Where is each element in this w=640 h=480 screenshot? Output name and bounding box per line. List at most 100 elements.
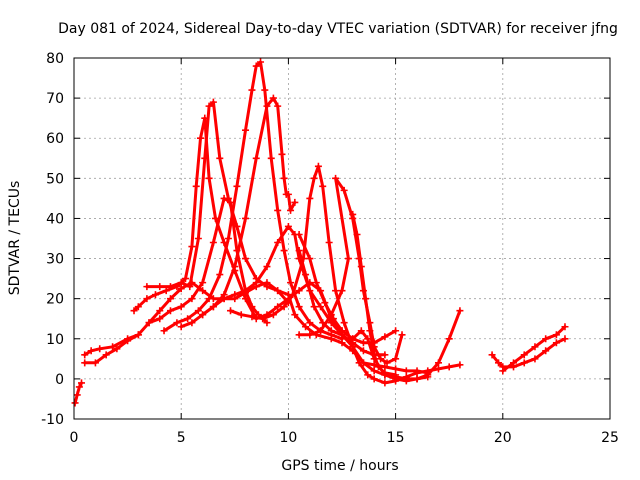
data-point bbox=[332, 174, 340, 182]
data-point bbox=[181, 275, 189, 283]
data-point bbox=[424, 371, 432, 379]
data-point bbox=[166, 295, 174, 303]
trace-line bbox=[351, 212, 398, 377]
data-point bbox=[287, 206, 295, 214]
data-point bbox=[81, 359, 89, 367]
data-point bbox=[327, 319, 335, 327]
data-point bbox=[274, 303, 282, 311]
data-point bbox=[124, 335, 132, 343]
data-point bbox=[188, 295, 196, 303]
data-point bbox=[284, 190, 292, 198]
data-point bbox=[224, 235, 232, 242]
data-point bbox=[263, 319, 271, 327]
data-point bbox=[456, 307, 464, 315]
data-point bbox=[338, 327, 346, 335]
data-point bbox=[145, 319, 153, 327]
data-point bbox=[329, 315, 337, 323]
data-point bbox=[413, 375, 421, 383]
data-point bbox=[359, 347, 367, 355]
x-tick-label: 10 bbox=[279, 430, 297, 446]
data-point bbox=[381, 379, 389, 387]
y-tick-label: 0 bbox=[55, 372, 64, 388]
data-point bbox=[209, 303, 217, 311]
x-tick-label: 0 bbox=[70, 430, 79, 446]
data-point bbox=[349, 210, 357, 218]
data-point bbox=[237, 311, 245, 319]
data-point bbox=[445, 363, 453, 371]
data-point bbox=[561, 335, 569, 343]
data-point bbox=[445, 335, 453, 343]
data-point bbox=[209, 98, 217, 106]
data-point bbox=[274, 239, 282, 247]
data-point bbox=[295, 247, 303, 255]
data-point bbox=[392, 365, 400, 373]
data-point bbox=[130, 307, 138, 315]
data-point bbox=[295, 331, 303, 339]
series-trace-11 bbox=[295, 247, 389, 359]
data-point bbox=[194, 307, 202, 315]
data-point bbox=[199, 279, 207, 287]
data-point bbox=[81, 351, 89, 359]
data-point bbox=[321, 299, 329, 307]
data-point bbox=[87, 347, 95, 355]
data-point bbox=[402, 377, 410, 385]
data-point bbox=[220, 295, 228, 303]
data-point bbox=[413, 369, 421, 377]
data-point bbox=[109, 343, 117, 351]
trace-line bbox=[162, 60, 344, 341]
y-tick-label: 70 bbox=[46, 91, 64, 107]
data-point bbox=[263, 283, 271, 291]
data-point bbox=[488, 351, 496, 359]
data-point bbox=[325, 239, 333, 247]
data-point bbox=[242, 126, 250, 134]
data-point bbox=[194, 235, 202, 242]
data-point bbox=[317, 303, 325, 311]
data-point bbox=[306, 331, 314, 339]
data-point bbox=[75, 383, 83, 391]
data-point bbox=[302, 271, 310, 279]
data-point bbox=[314, 162, 322, 170]
y-tick-label: 60 bbox=[46, 131, 64, 147]
y-tick-label: 50 bbox=[46, 171, 64, 187]
data-point bbox=[231, 291, 239, 299]
data-point bbox=[456, 361, 464, 369]
data-point bbox=[362, 295, 370, 303]
data-point bbox=[274, 102, 282, 110]
data-point bbox=[184, 315, 192, 323]
trace-line bbox=[83, 281, 290, 365]
trace-line bbox=[297, 233, 462, 383]
data-point bbox=[531, 343, 539, 351]
data-point bbox=[280, 247, 288, 255]
data-point bbox=[552, 339, 560, 347]
data-point bbox=[434, 365, 442, 373]
x-tick-label: 20 bbox=[494, 430, 512, 446]
data-point bbox=[542, 335, 550, 343]
data-point bbox=[252, 154, 260, 162]
data-point bbox=[156, 283, 164, 291]
series-trace-6 bbox=[145, 194, 271, 327]
data-point bbox=[102, 351, 110, 359]
data-point bbox=[113, 345, 121, 353]
data-point bbox=[317, 327, 325, 335]
data-point bbox=[392, 371, 400, 379]
data-point bbox=[381, 351, 389, 359]
data-point bbox=[349, 335, 357, 343]
data-point bbox=[355, 359, 363, 367]
data-traces bbox=[71, 58, 569, 407]
series-trace-16 bbox=[499, 323, 569, 375]
data-point bbox=[338, 287, 346, 295]
data-point bbox=[160, 327, 168, 335]
data-point bbox=[186, 283, 194, 291]
data-point bbox=[242, 255, 250, 263]
trace-line bbox=[297, 249, 387, 357]
data-point bbox=[205, 295, 213, 303]
data-point bbox=[248, 86, 256, 94]
data-point bbox=[71, 399, 79, 407]
data-point bbox=[381, 369, 389, 377]
y-tick-label: 30 bbox=[46, 252, 64, 268]
data-point bbox=[199, 287, 207, 295]
data-point bbox=[188, 243, 196, 251]
data-point bbox=[156, 307, 164, 315]
data-point bbox=[392, 327, 400, 335]
data-point bbox=[357, 263, 365, 271]
